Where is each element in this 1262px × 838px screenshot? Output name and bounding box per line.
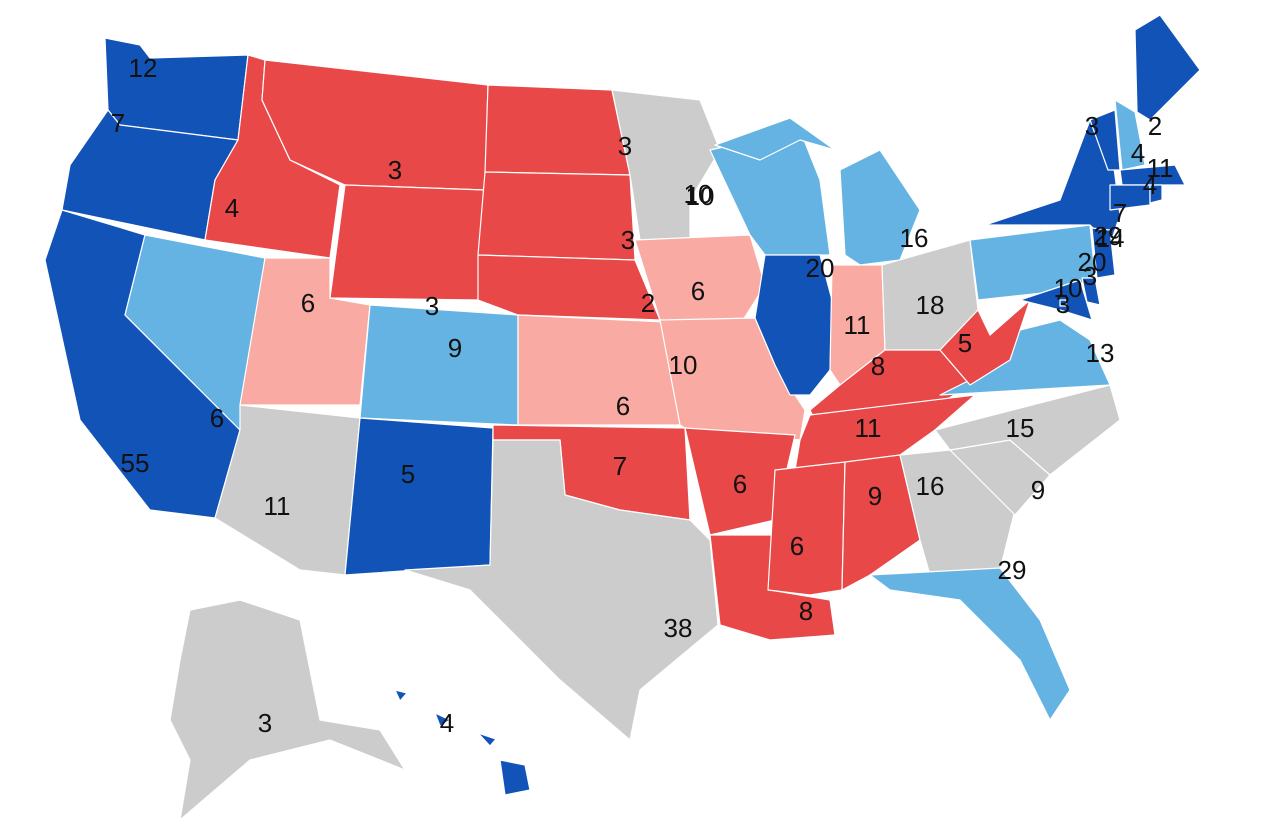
electoral-votes: 16 <box>916 471 945 501</box>
state <box>517 314 681 426</box>
electoral-votes: 6 <box>616 391 630 421</box>
electoral-votes: 11 <box>264 491 291 521</box>
state <box>104 37 249 141</box>
state <box>359 304 519 426</box>
electoral-votes: 10 <box>1054 273 1083 303</box>
electoral-votes: 9 <box>868 481 882 511</box>
state <box>484 84 631 176</box>
electoral-votes: 55 <box>121 448 150 478</box>
state <box>477 732 497 747</box>
electoral-votes: 3 <box>1056 289 1070 319</box>
state <box>841 454 921 591</box>
electoral-votes: 7 <box>1113 198 1127 228</box>
electoral-votes: 3 <box>1083 261 1097 291</box>
state <box>329 184 486 301</box>
electoral-votes: 8 <box>799 596 813 626</box>
electoral-votes: 20 <box>806 253 835 283</box>
state <box>1109 184 1151 211</box>
state <box>1134 14 1201 121</box>
electoral-votes: 14 <box>1096 223 1125 253</box>
electoral-votes: 16 <box>900 223 929 253</box>
electoral-votes: 8 <box>871 351 885 381</box>
electoral-votes: 6 <box>790 531 804 561</box>
electoral-votes: 2 <box>1148 111 1162 141</box>
electoral-votes: 5 <box>958 328 972 358</box>
electoral-votes: 9 <box>1031 475 1045 505</box>
electoral-votes: 3 <box>388 155 402 185</box>
electoral-votes: 11 <box>1147 153 1174 183</box>
electoral-votes: 10 <box>669 350 698 380</box>
electoral-votes: 2 <box>641 288 655 318</box>
electoral-votes: 11 <box>855 413 882 443</box>
electoral-votes: 3 <box>621 225 635 255</box>
electoral-votes: 6 <box>733 469 747 499</box>
state <box>477 171 636 261</box>
electoral-votes: 12 <box>129 53 158 83</box>
electoral-votes: 4 <box>225 193 239 223</box>
electoral-votes: 7 <box>111 108 125 138</box>
state <box>1081 277 1101 306</box>
electoral-votes: 7 <box>613 451 627 481</box>
electoral-votes: 29 <box>998 555 1027 585</box>
electoral-votes: 15 <box>1006 413 1035 443</box>
state <box>434 712 451 727</box>
state-labels: 1275564336911533267381061068102016111881… <box>111 53 1174 738</box>
state <box>404 439 719 741</box>
electoral-votes: 3 <box>618 131 632 161</box>
electoral-votes: 11 <box>844 310 871 340</box>
state <box>869 567 1071 721</box>
state <box>611 89 721 241</box>
electoral-votes: 3 <box>258 708 272 738</box>
electoral-votes: 3 <box>1085 111 1099 141</box>
electoral-votes: 5 <box>401 459 415 489</box>
electoral-votes: 38 <box>664 613 693 643</box>
state <box>1059 299 1067 307</box>
electoral-votes: 3 <box>425 291 439 321</box>
state <box>1019 279 1093 321</box>
state <box>499 759 531 796</box>
state <box>394 689 408 702</box>
electoral-votes: 4 <box>1131 138 1145 168</box>
electoral-votes: 6 <box>301 288 315 318</box>
electoral-votes: 6 <box>210 403 224 433</box>
state-shapes <box>44 14 1201 821</box>
electoral-votes: 9 <box>448 333 462 363</box>
electoral-votes: 10 <box>684 179 713 209</box>
electoral-votes: 4 <box>1143 170 1157 200</box>
electoral-votes: 4 <box>440 708 454 738</box>
state <box>1114 99 1146 171</box>
state <box>714 117 836 161</box>
state <box>1119 164 1186 186</box>
state <box>1149 184 1163 204</box>
electoral-votes: 6 <box>691 276 705 306</box>
state <box>767 461 846 596</box>
state <box>344 417 494 576</box>
state <box>477 254 661 321</box>
state <box>634 234 766 326</box>
electoral-votes: 13 <box>1086 338 1115 368</box>
state <box>754 254 833 396</box>
electoral-votes: 20 <box>1078 247 1107 277</box>
state <box>169 599 406 821</box>
state <box>1091 227 1116 279</box>
electoral-votes: 18 <box>916 290 945 320</box>
electoral-votes: 10 <box>686 181 715 211</box>
electoral-votes: 29 <box>1094 221 1123 251</box>
